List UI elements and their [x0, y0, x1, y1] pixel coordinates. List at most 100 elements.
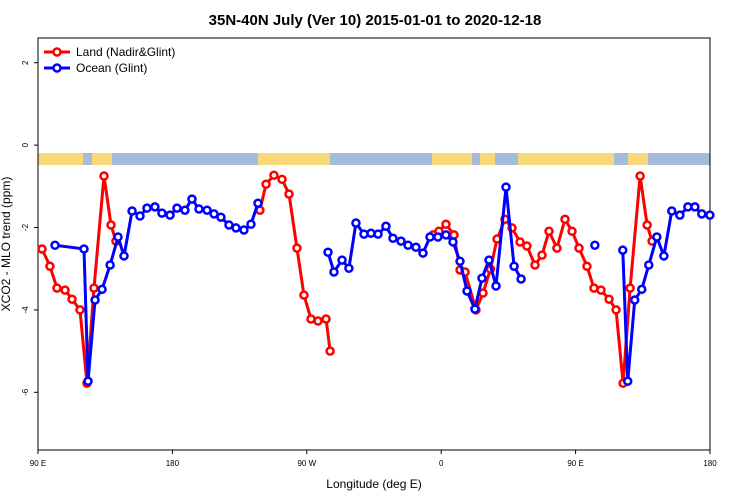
point: [530, 260, 540, 270]
point: [216, 212, 226, 222]
point: [157, 208, 167, 218]
point: [522, 241, 532, 251]
point: [448, 237, 458, 247]
point: [113, 232, 123, 242]
point: [292, 243, 302, 253]
point: [99, 171, 109, 181]
point: [325, 346, 335, 356]
point: [194, 204, 204, 214]
x-tick-label: 90 E: [30, 459, 46, 468]
legend-marker: [52, 63, 62, 73]
point: [574, 243, 584, 253]
point: [231, 223, 241, 233]
x-tick-label: 180: [703, 459, 717, 468]
point: [261, 179, 271, 190]
point: [470, 304, 480, 314]
point: [516, 274, 526, 284]
point: [142, 203, 152, 213]
point: [269, 170, 279, 180]
legend-label: Ocean (Glint): [76, 61, 147, 75]
legend-label: Land (Nadir&Glint): [76, 45, 175, 59]
point: [337, 255, 347, 265]
point: [425, 232, 435, 242]
point: [659, 251, 669, 261]
point: [277, 174, 287, 185]
point: [509, 261, 519, 271]
x-tick-label: 0: [439, 459, 444, 468]
point: [329, 267, 339, 277]
y-tick-label: 2: [21, 60, 30, 65]
point: [567, 226, 577, 236]
point: [313, 316, 323, 326]
point: [418, 248, 428, 258]
point: [299, 290, 309, 300]
point: [321, 314, 331, 324]
point: [433, 232, 443, 242]
point: [106, 220, 116, 230]
point: [644, 260, 654, 270]
point: [45, 261, 55, 271]
point: [373, 229, 383, 239]
point: [477, 273, 487, 283]
point: [441, 230, 451, 240]
y-tick-label: 0: [21, 142, 30, 147]
point: [590, 240, 600, 250]
point: [50, 240, 60, 250]
point: [604, 294, 614, 304]
point: [667, 206, 677, 216]
x-tick-label: 90 W: [297, 459, 316, 468]
point: [239, 225, 249, 235]
point: [89, 283, 99, 293]
point: [90, 295, 100, 305]
point: [52, 283, 62, 293]
point: [690, 202, 700, 212]
point: [388, 233, 398, 243]
point: [105, 260, 115, 270]
point: [611, 305, 621, 315]
series-line: [40, 173, 654, 385]
point: [697, 209, 707, 219]
point: [79, 244, 89, 254]
point: [37, 244, 47, 254]
point: [635, 171, 645, 181]
x-tick-label: 90 E: [567, 459, 583, 468]
land-ocean-band: [38, 153, 710, 165]
point: [596, 285, 606, 295]
point: [441, 219, 451, 229]
point: [246, 219, 256, 229]
point: [119, 251, 129, 261]
point: [135, 211, 145, 221]
point: [284, 189, 294, 199]
point: [75, 305, 85, 315]
point: [622, 376, 633, 386]
point: [180, 205, 190, 215]
point: [455, 256, 465, 267]
point: [323, 247, 333, 257]
point: [67, 294, 77, 304]
point: [582, 261, 592, 271]
point: [344, 263, 354, 274]
point: [202, 205, 212, 215]
point: [560, 214, 570, 225]
y-tick-label: -2: [21, 223, 30, 231]
point: [637, 284, 647, 295]
point: [396, 236, 406, 246]
point: [253, 198, 263, 208]
plot-frame: [37, 37, 711, 451]
point: [351, 218, 361, 228]
chart-title: 35N-40N July (Ver 10) 2015-01-01 to 2020…: [209, 12, 542, 29]
point: [491, 281, 501, 291]
point: [537, 250, 547, 260]
point: [501, 182, 511, 192]
point: [642, 220, 652, 230]
x-tick-label: 180: [166, 459, 180, 468]
point: [150, 202, 160, 212]
point: [97, 284, 107, 295]
point: [625, 283, 635, 293]
point: [83, 376, 93, 386]
point: [652, 232, 662, 242]
point: [60, 285, 70, 295]
point: [127, 206, 137, 216]
point: [675, 210, 685, 220]
